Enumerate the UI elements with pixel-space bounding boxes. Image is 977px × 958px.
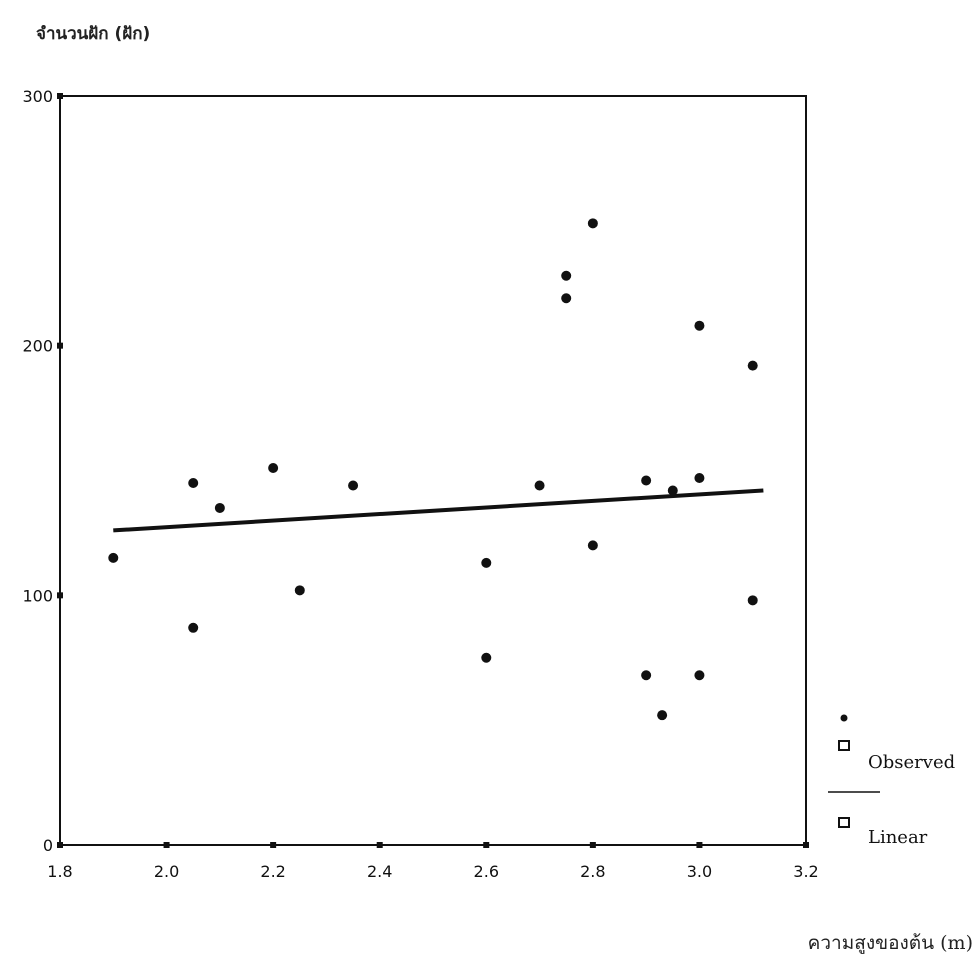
observed-point bbox=[108, 552, 119, 563]
x-tick-label: 2.6 bbox=[474, 862, 499, 881]
observed-point bbox=[294, 585, 305, 596]
y-tick-label: 300 bbox=[22, 87, 53, 106]
y-tick-label: 0 bbox=[43, 836, 53, 855]
x-tick-label: 1.8 bbox=[47, 862, 72, 881]
x-tick-label: 2.2 bbox=[260, 862, 285, 881]
observed-point bbox=[587, 218, 598, 229]
x-tick-mark bbox=[483, 842, 490, 848]
y-tick-mark bbox=[57, 592, 63, 599]
y-tick-mark bbox=[57, 842, 63, 848]
x-tick-label: 2.0 bbox=[154, 862, 179, 881]
x-tick-label: 2.4 bbox=[367, 862, 392, 881]
x-tick-mark bbox=[589, 842, 596, 848]
legend-observed-marker bbox=[838, 740, 850, 751]
x-axis-title: ความสูงของต้น (m) bbox=[807, 932, 973, 954]
linear-fit-line bbox=[113, 488, 764, 533]
x-tick-mark bbox=[696, 842, 703, 848]
legend-observed-marker-dot bbox=[840, 714, 848, 722]
legend-observed-label: Observed bbox=[868, 752, 955, 773]
observed-point bbox=[481, 557, 492, 568]
observed-point bbox=[667, 485, 678, 496]
plot-frame bbox=[59, 95, 807, 846]
x-tick-mark bbox=[803, 842, 809, 848]
observed-point bbox=[587, 540, 598, 551]
x-tick-mark bbox=[270, 842, 277, 848]
observed-point bbox=[214, 502, 225, 513]
observed-point bbox=[348, 480, 359, 491]
x-tick-mark bbox=[163, 842, 170, 848]
observed-point bbox=[534, 480, 545, 491]
observed-point bbox=[641, 670, 652, 681]
x-tick-label: 2.8 bbox=[580, 862, 605, 881]
legend-linear-label: Linear bbox=[868, 827, 928, 848]
observed-point bbox=[188, 622, 199, 633]
observed-point bbox=[188, 477, 199, 488]
observed-point bbox=[657, 710, 668, 721]
observed-point bbox=[747, 595, 758, 606]
observed-point bbox=[694, 670, 705, 681]
y-tick-label: 200 bbox=[22, 337, 53, 356]
y-tick-mark bbox=[57, 342, 63, 349]
observed-point bbox=[481, 652, 492, 663]
x-tick-mark bbox=[376, 842, 383, 848]
x-tick-label: 3.2 bbox=[793, 862, 818, 881]
observed-point bbox=[694, 320, 705, 331]
observed-point bbox=[694, 472, 705, 483]
observed-point bbox=[641, 475, 652, 486]
x-tick-label: 3.0 bbox=[687, 862, 712, 881]
observed-point bbox=[747, 360, 758, 371]
y-axis-title: จำนวนฝัก (ฝัก) bbox=[36, 24, 151, 44]
legend: Observed Linear bbox=[828, 714, 955, 848]
observed-point bbox=[561, 270, 572, 281]
y-tick-mark bbox=[57, 93, 63, 99]
y-tick-label: 100 bbox=[22, 586, 53, 605]
observed-point bbox=[268, 463, 279, 474]
observed-point bbox=[561, 293, 572, 304]
legend-linear-marker bbox=[838, 817, 850, 828]
